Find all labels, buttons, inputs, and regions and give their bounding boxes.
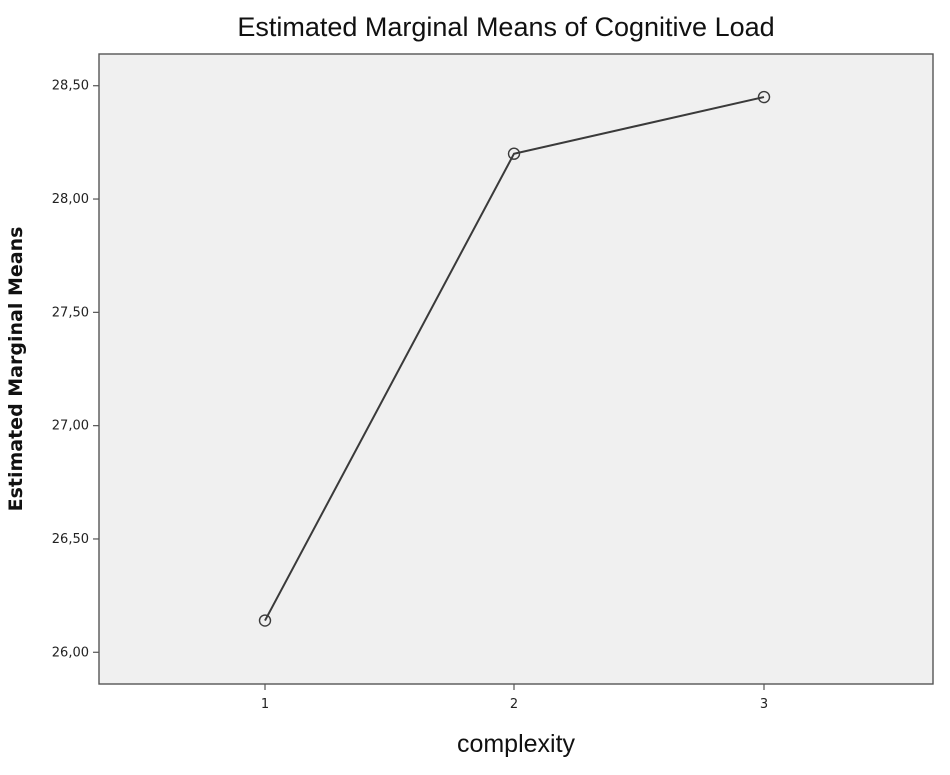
y-tick-label: 27,00 — [52, 419, 89, 434]
y-tick-label: 28,00 — [52, 192, 89, 207]
series-line — [264, 96, 765, 622]
y-axis-label: Estimated Marginal Means — [5, 227, 27, 512]
data-point — [757, 90, 771, 104]
x-axis: 1 2 3 — [261, 684, 768, 712]
y-axis: 26,00 26,50 27,00 27,50 28,00 28,50 — [52, 79, 99, 660]
data-point — [258, 614, 272, 627]
x-tick-label: 3 — [760, 697, 768, 712]
chart-title: Estimated Marginal Means of Cognitive Lo… — [237, 12, 774, 42]
y-tick-label: 27,50 — [52, 305, 89, 320]
y-tick-label: 26,50 — [52, 532, 89, 547]
x-axis-label: complexity — [457, 730, 576, 758]
x-tick-label: 1 — [261, 697, 269, 712]
data-point — [507, 147, 521, 160]
series-layer — [258, 90, 771, 627]
x-tick-label: 2 — [510, 697, 518, 712]
y-tick-label: 26,00 — [52, 645, 89, 660]
y-tick-label: 28,50 — [52, 79, 89, 94]
